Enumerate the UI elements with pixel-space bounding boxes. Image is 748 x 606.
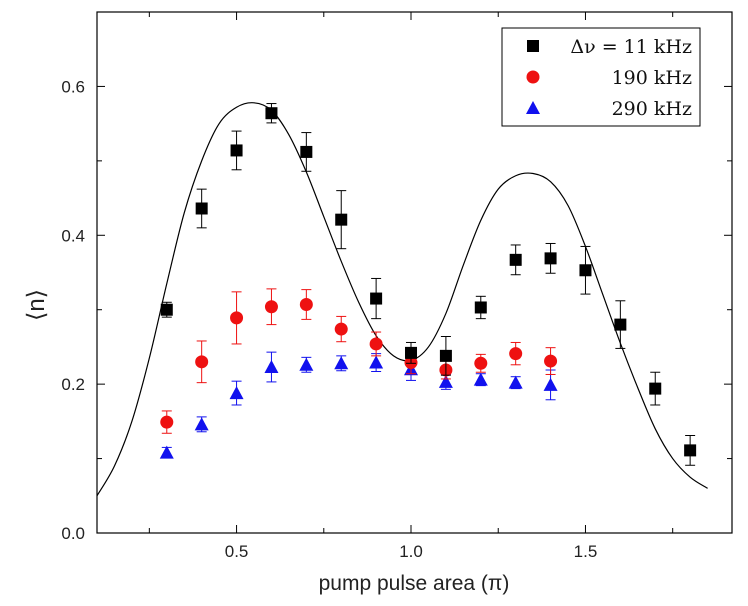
y-tick-label: 0.6 xyxy=(61,77,85,96)
legend-marker-square xyxy=(527,40,539,52)
y-tick-label: 0.2 xyxy=(61,375,85,394)
model-curve xyxy=(96,102,708,497)
data-point-triangle xyxy=(264,360,279,374)
data-point-square xyxy=(509,253,522,266)
x-tick-label: 0.5 xyxy=(225,542,249,561)
data-point-circle xyxy=(264,300,278,314)
data-point-triangle xyxy=(543,377,558,391)
data-point-square xyxy=(474,301,487,314)
data-point-square xyxy=(230,144,243,157)
data-point-square xyxy=(579,264,592,277)
data-point-square xyxy=(614,318,627,331)
x-axis-title: pump pulse area (π) xyxy=(319,572,510,595)
data-point-triangle xyxy=(229,386,244,400)
data-point-circle xyxy=(160,415,174,429)
data-point-triangle xyxy=(438,374,453,388)
data-point-square xyxy=(160,303,173,316)
legend-marker-circle xyxy=(526,70,540,84)
legend-marker-triangle xyxy=(526,101,540,114)
plot-frame xyxy=(96,11,733,534)
legend-label: 290 kHz xyxy=(612,98,692,120)
data-point-square xyxy=(544,252,557,265)
data-point-triangle xyxy=(508,375,523,389)
data-point-circle xyxy=(369,337,383,351)
data-point-triangle xyxy=(194,417,209,431)
x-tick-label: 1.0 xyxy=(399,542,423,561)
data-point-square xyxy=(684,444,697,457)
data-point-triangle xyxy=(369,355,384,369)
data-point-square xyxy=(195,202,208,215)
legend-label: Δν = 11 kHz xyxy=(570,36,692,58)
y-tick-label: 0.0 xyxy=(61,524,85,543)
y-tick-label: 0.4 xyxy=(61,226,85,245)
data-point-square xyxy=(405,346,418,359)
data-point-triangle xyxy=(299,357,314,371)
data-point-square xyxy=(370,292,383,305)
y-axis-title: ⟨n⟩ xyxy=(23,289,50,321)
data-point-triangle xyxy=(473,372,488,386)
data-point-triangle xyxy=(159,445,174,459)
data-point-square xyxy=(439,349,452,362)
data-point-triangle xyxy=(334,356,349,370)
data-point-square xyxy=(335,213,348,226)
x-tick-label: 1.5 xyxy=(574,542,598,561)
data-point-circle xyxy=(474,356,488,370)
data-point-square xyxy=(265,107,278,120)
legend-label: 190 kHz xyxy=(612,67,692,89)
data-point-circle xyxy=(334,322,348,336)
data-point-circle xyxy=(544,354,558,368)
data-point-square xyxy=(300,145,313,158)
data-point-circle xyxy=(299,298,313,312)
data-point-circle xyxy=(230,311,244,325)
data-point-circle xyxy=(509,347,523,361)
data-point-square xyxy=(649,382,662,395)
data-point-circle xyxy=(195,355,209,369)
